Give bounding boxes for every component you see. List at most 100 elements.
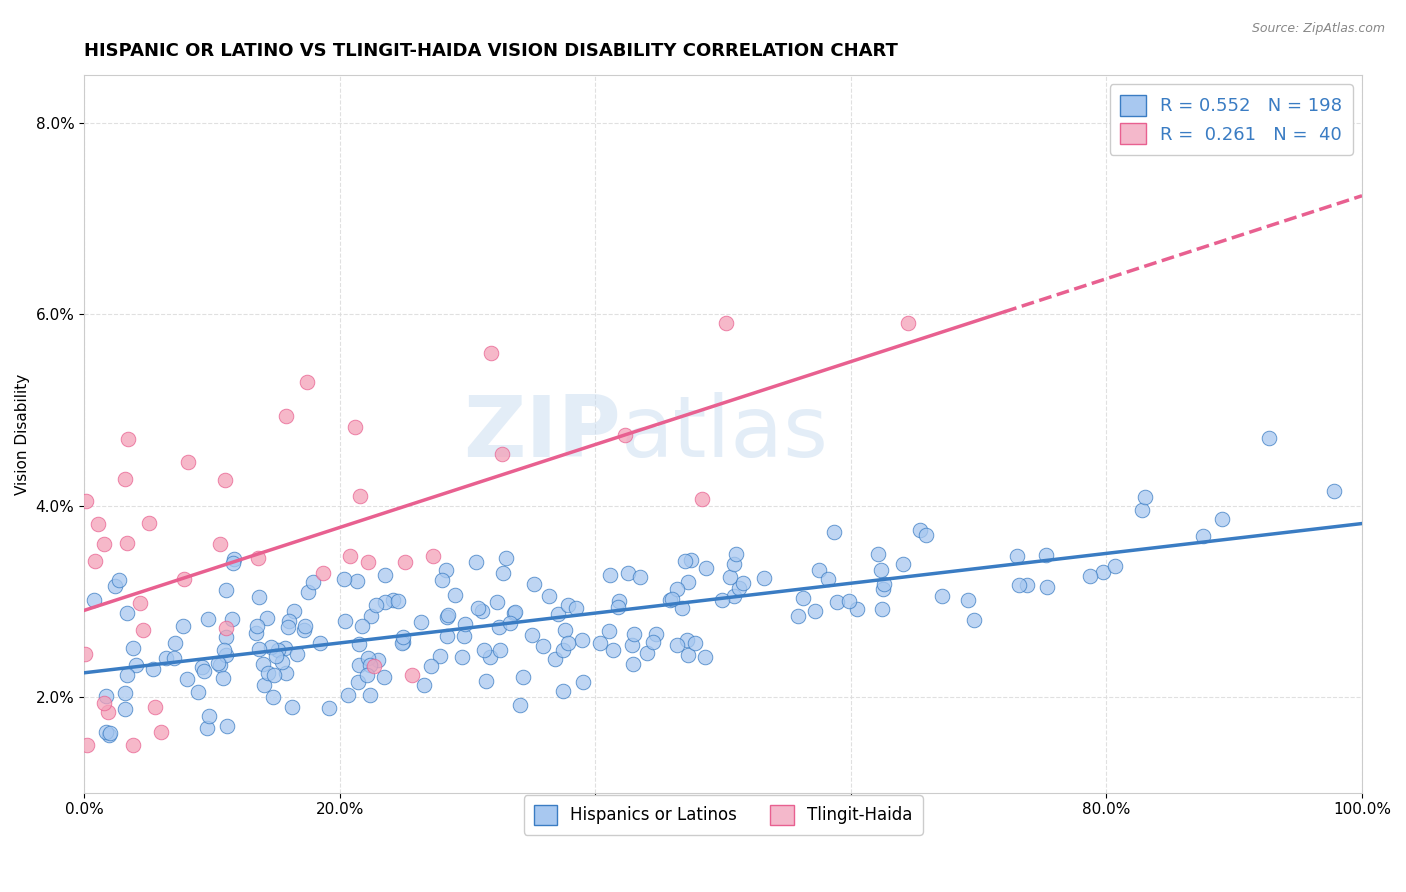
Point [589, 636, 612, 650]
Point [76, 738, 98, 752]
Point [274, 641, 297, 656]
Point [294, 619, 316, 633]
Point [349, 489, 371, 503]
Y-axis label: Vision Disability: Vision Disability [15, 374, 30, 494]
Point [176, 673, 198, 687]
Point [132, 623, 155, 637]
Point [643, 634, 665, 648]
Point [752, 571, 775, 585]
Point [481, 346, 503, 360]
Point [247, 590, 270, 604]
Point [846, 602, 869, 616]
Point [617, 566, 640, 581]
Point [350, 619, 373, 633]
Point [108, 573, 131, 587]
Point [360, 609, 382, 624]
Point [807, 563, 830, 577]
Point [163, 651, 186, 665]
Point [450, 649, 472, 664]
Point [285, 647, 308, 661]
Point [436, 629, 458, 643]
Point [690, 492, 713, 507]
Point [247, 642, 270, 657]
Point [83, 592, 105, 607]
Point [214, 473, 236, 487]
Point [98, 725, 121, 739]
Point [191, 659, 214, 673]
Point [172, 619, 194, 633]
Point [683, 636, 706, 650]
Point [278, 615, 301, 629]
Point [214, 648, 236, 662]
Point [723, 557, 745, 571]
Point [374, 594, 396, 608]
Point [1104, 559, 1126, 574]
Point [711, 593, 734, 607]
Point [391, 635, 413, 649]
Point [644, 627, 666, 641]
Point [557, 599, 579, 613]
Point [492, 566, 515, 581]
Point [260, 640, 283, 654]
Point [394, 555, 416, 569]
Point [267, 643, 290, 657]
Point [870, 563, 893, 577]
Point [1191, 529, 1213, 543]
Point [93, 537, 115, 551]
Point [312, 566, 335, 581]
Point [97, 705, 120, 719]
Point [93, 696, 115, 710]
Point [356, 667, 378, 681]
Point [332, 572, 354, 586]
Point [363, 658, 385, 673]
Point [714, 317, 737, 331]
Point [523, 577, 546, 591]
Point [256, 611, 278, 625]
Point [491, 447, 513, 461]
Point [387, 593, 409, 607]
Point [367, 653, 389, 667]
Point [1133, 490, 1156, 504]
Point [413, 678, 436, 692]
Point [1008, 577, 1031, 591]
Point [155, 650, 177, 665]
Point [117, 433, 139, 447]
Point [693, 650, 716, 665]
Point [499, 616, 522, 631]
Point [695, 561, 717, 575]
Point [665, 638, 688, 652]
Point [823, 525, 845, 540]
Point [571, 633, 593, 648]
Point [465, 555, 488, 569]
Point [125, 657, 148, 672]
Point [553, 684, 575, 698]
Point [138, 516, 160, 530]
Point [628, 570, 651, 584]
Point [675, 632, 697, 647]
Point [114, 686, 136, 700]
Point [544, 652, 567, 666]
Point [115, 607, 138, 621]
Point [198, 708, 221, 723]
Point [222, 557, 245, 571]
Point [623, 657, 645, 671]
Point [723, 589, 745, 603]
Point [357, 650, 380, 665]
Point [1130, 503, 1153, 517]
Point [453, 629, 475, 643]
Point [364, 599, 387, 613]
Point [868, 547, 890, 561]
Point [247, 551, 270, 566]
Point [671, 600, 693, 615]
Point [143, 699, 166, 714]
Point [422, 549, 444, 564]
Point [374, 567, 396, 582]
Point [614, 427, 637, 442]
Point [503, 605, 526, 619]
Point [495, 551, 517, 566]
Point [359, 688, 381, 702]
Point [253, 678, 276, 692]
Point [1092, 566, 1115, 580]
Text: atlas: atlas [621, 392, 830, 475]
Point [786, 609, 808, 624]
